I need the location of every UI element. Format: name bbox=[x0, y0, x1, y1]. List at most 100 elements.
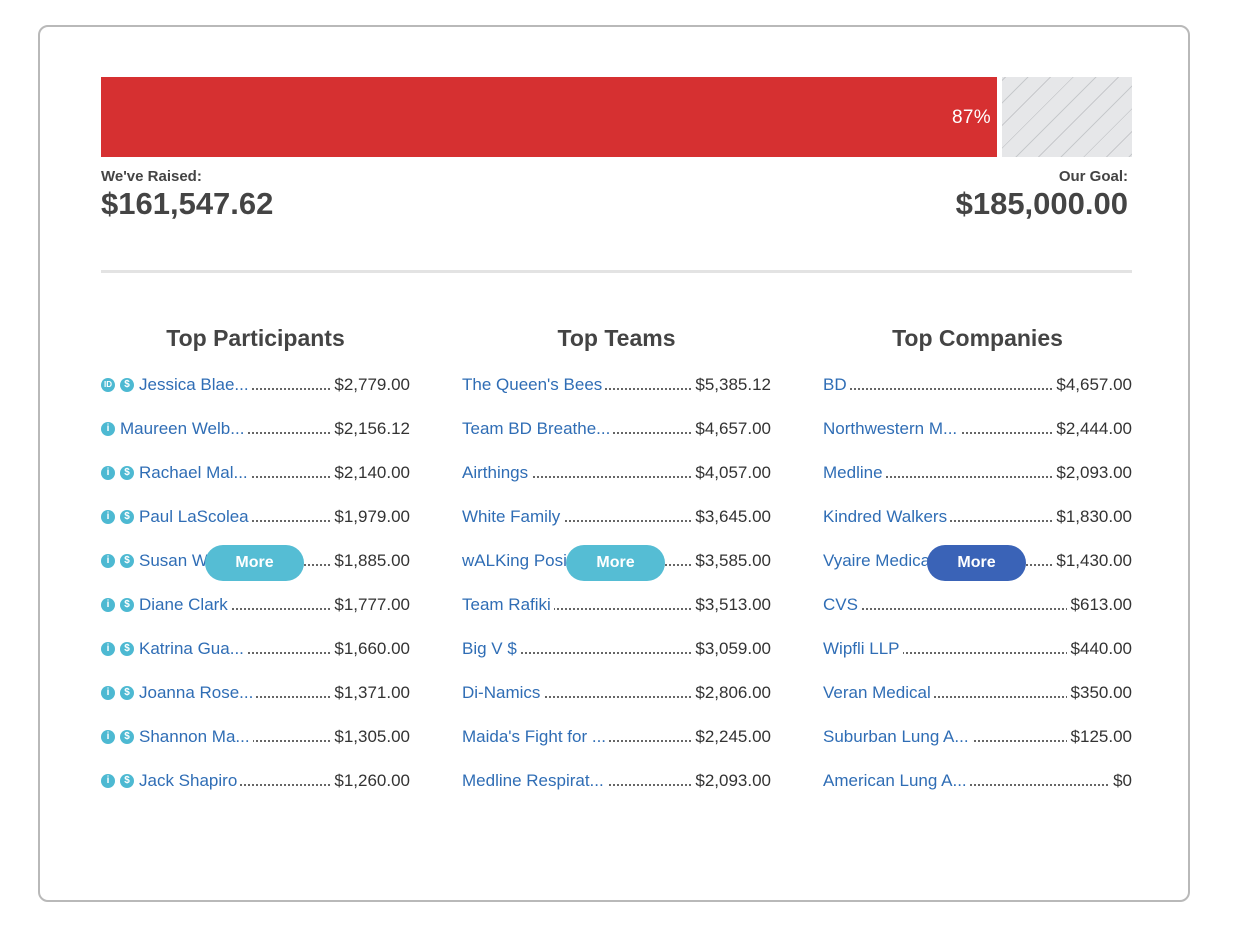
team-row: Team Rafiki $3,513.00 bbox=[462, 594, 771, 638]
team-row: White Family $3,645.00 bbox=[462, 506, 771, 550]
team-row-name: Big V $ bbox=[462, 639, 517, 658]
progress-bar: 87% bbox=[101, 77, 1132, 157]
company-row: Kindred Walkers $1,830.00 bbox=[823, 506, 1132, 550]
team-row-name: White Family bbox=[462, 507, 561, 526]
company-row-link[interactable]: Medline bbox=[823, 462, 886, 484]
team-row-name: Medline Respirat... bbox=[462, 771, 604, 790]
dot-leader bbox=[823, 476, 1132, 478]
participant-row: i $ Paul LaScolea $1,979.00 bbox=[101, 506, 410, 550]
team-row-name: Airthings bbox=[462, 463, 529, 482]
top-companies-title: Top Companies bbox=[892, 325, 1063, 351]
company-row-name: Northwestern M... bbox=[823, 419, 958, 438]
company-row-amount: $350.00 bbox=[1066, 682, 1132, 704]
participant-row-link[interactable]: ID $ Jessica Blae... bbox=[101, 374, 252, 396]
team-row-name: wALKing Positive bbox=[462, 551, 594, 570]
company-row-link[interactable]: Northwestern M... bbox=[823, 418, 961, 440]
team-row: Di-Namics $2,806.00 bbox=[462, 682, 771, 726]
participant-row-amount: $1,305.00 bbox=[330, 726, 410, 748]
badge-icon: ID bbox=[101, 378, 115, 392]
company-row-name: American Lung A... bbox=[823, 771, 967, 790]
dollar-icon: $ bbox=[120, 598, 134, 612]
fundraising-widget: 87% We've Raised: $161,547.62 Our Goal: … bbox=[38, 25, 1190, 902]
team-row-link[interactable]: Team Rafiki bbox=[462, 594, 554, 616]
team-row-link[interactable]: wALKing Positive bbox=[462, 550, 597, 572]
top-companies-column: Top Companies BD $4,657.00 Northwestern M.… bbox=[823, 323, 1132, 792]
participant-row-link[interactable]: i $ Paul LaScolea bbox=[101, 506, 252, 528]
divider bbox=[101, 270, 1132, 273]
dollar-icon: $ bbox=[120, 466, 134, 480]
dot-leader bbox=[462, 784, 771, 786]
participant-row: i $ Katrina Gua... $1,660.00 bbox=[101, 638, 410, 682]
participant-row-link[interactable]: i $ Joanna Rose... bbox=[101, 682, 257, 704]
companies-more-button[interactable]: More bbox=[927, 545, 1026, 581]
raised-label: We've Raised: bbox=[101, 168, 202, 185]
company-row-amount: $4,657.00 bbox=[1052, 374, 1132, 396]
company-row-amount: $2,093.00 bbox=[1052, 462, 1132, 484]
participant-row-link[interactable]: i $ Jack Shapiro bbox=[101, 770, 241, 792]
team-row-amount: $3,059.00 bbox=[691, 638, 771, 660]
dot-leader bbox=[823, 608, 1132, 610]
goal-label: Our Goal: bbox=[1058, 168, 1128, 185]
participant-row: i $ Shannon Ma... $1,305.00 bbox=[101, 726, 410, 770]
progress-fill: 87% bbox=[101, 77, 1002, 157]
team-row: The Queen's Bees $5,385.12 bbox=[462, 374, 771, 418]
participant-row-link[interactable]: i $ Rachael Mal... bbox=[101, 462, 251, 484]
dot-leader bbox=[462, 432, 771, 434]
company-row-link[interactable]: Wipfli LLP bbox=[823, 638, 903, 660]
team-row-amount: $2,093.00 bbox=[691, 770, 771, 792]
team-row-link[interactable]: Maida's Fight for ... bbox=[462, 726, 610, 748]
dot-leader bbox=[101, 784, 410, 786]
company-row: Medline $2,093.00 bbox=[823, 462, 1132, 506]
top-teams-title: Top Teams bbox=[557, 325, 676, 351]
dot-leader bbox=[101, 388, 410, 390]
dot-leader bbox=[101, 740, 410, 742]
team-row-name: The Queen's Bees bbox=[462, 375, 603, 394]
participant-row: i $ Rachael Mal... $2,140.00 bbox=[101, 462, 410, 506]
team-row: Big V $ $3,059.00 bbox=[462, 638, 771, 682]
participant-row-link[interactable]: i $ Katrina Gua... bbox=[101, 638, 247, 660]
team-row-link[interactable]: Big V $ bbox=[462, 638, 520, 660]
top-teams-list: The Queen's Bees $5,385.12 Team BD Breathe… bbox=[462, 374, 771, 814]
team-row-link[interactable]: Team BD Breathe... bbox=[462, 418, 614, 440]
raised-amount: $161,547.62 bbox=[101, 186, 274, 221]
goal-block: Our Goal: $185,000.00 bbox=[956, 169, 1128, 222]
dot-leader bbox=[462, 388, 771, 390]
company-row-link[interactable]: Suburban Lung A... bbox=[823, 726, 972, 748]
raised-block: We've Raised: $161,547.62 bbox=[101, 169, 273, 222]
company-row-link[interactable]: CVS bbox=[823, 594, 861, 616]
team-row-link[interactable]: White Family bbox=[462, 506, 564, 528]
participant-row-link[interactable]: i Maureen Welb... bbox=[101, 418, 248, 440]
dollar-icon: $ bbox=[120, 730, 134, 744]
company-row-link[interactable]: American Lung A... bbox=[823, 770, 970, 792]
participant-row: i $ Joanna Rose... $1,371.00 bbox=[101, 682, 410, 726]
team-row-link[interactable]: The Queen's Bees bbox=[462, 374, 606, 396]
company-row: Vyaire Medical $1,430.00 bbox=[823, 550, 1132, 594]
dot-leader bbox=[462, 476, 771, 478]
company-row-link[interactable]: Kindred Walkers bbox=[823, 506, 951, 528]
team-row: Airthings $4,057.00 bbox=[462, 462, 771, 506]
dot-leader bbox=[462, 520, 771, 522]
top-participants-title: Top Participants bbox=[166, 325, 345, 351]
team-row-link[interactable]: Airthings bbox=[462, 462, 532, 484]
participant-row-link[interactable]: i $ Diane Clark bbox=[101, 594, 231, 616]
participant-row-link[interactable]: i $ Shannon Ma... bbox=[101, 726, 253, 748]
company-row-link[interactable]: BD bbox=[823, 374, 850, 396]
teams-more-button[interactable]: More bbox=[566, 545, 665, 581]
participant-row-amount: $2,779.00 bbox=[330, 374, 410, 396]
company-row: American Lung A... $0 bbox=[823, 770, 1132, 814]
company-row-name: Vyaire Medical bbox=[823, 551, 934, 570]
dot-leader bbox=[101, 652, 410, 654]
company-row-link[interactable]: Vyaire Medical bbox=[823, 550, 937, 572]
company-row-amount: $440.00 bbox=[1066, 638, 1132, 660]
company-row: BD $4,657.00 bbox=[823, 374, 1132, 418]
company-row-name: Kindred Walkers bbox=[823, 507, 948, 526]
team-row-link[interactable]: Medline Respirat... bbox=[462, 770, 607, 792]
participant-row-name: Diane Clark bbox=[139, 595, 228, 614]
team-row-name: Team Rafiki bbox=[462, 595, 551, 614]
team-row-link[interactable]: Di-Namics bbox=[462, 682, 544, 704]
dot-leader bbox=[823, 520, 1132, 522]
dot-leader bbox=[823, 784, 1132, 786]
company-row-link[interactable]: Veran Medical bbox=[823, 682, 934, 704]
participants-more-button[interactable]: More bbox=[205, 545, 304, 581]
dollar-icon: $ bbox=[120, 554, 134, 568]
